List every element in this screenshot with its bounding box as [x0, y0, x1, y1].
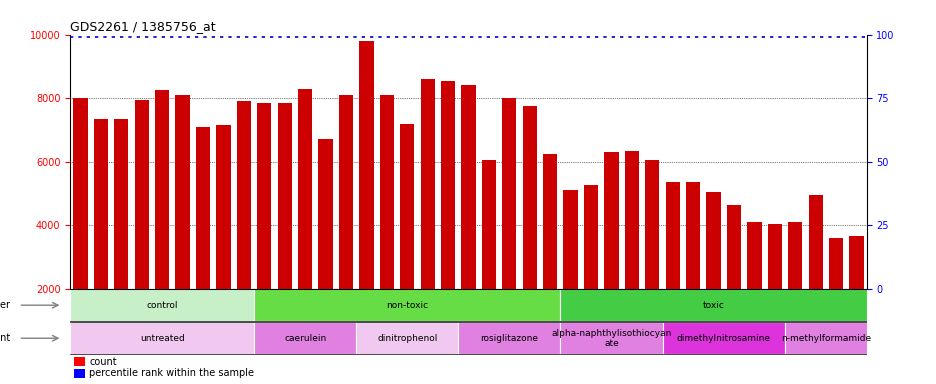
- Bar: [502, 98, 516, 352]
- Bar: [706, 192, 720, 352]
- Bar: [828, 238, 842, 352]
- Bar: [420, 79, 434, 352]
- Bar: [154, 90, 169, 352]
- Bar: [94, 119, 108, 352]
- Text: count: count: [89, 357, 117, 367]
- Bar: [339, 95, 353, 352]
- Bar: [256, 103, 271, 352]
- Text: toxic: toxic: [702, 301, 724, 310]
- Bar: [461, 85, 475, 352]
- Text: dinitrophenol: dinitrophenol: [376, 334, 437, 343]
- Text: control: control: [146, 301, 178, 310]
- Text: dimethylnitrosamine: dimethylnitrosamine: [676, 334, 770, 343]
- Bar: [74, 357, 84, 366]
- Bar: [543, 154, 557, 352]
- Bar: [400, 124, 414, 352]
- Bar: [254, 323, 356, 354]
- Bar: [237, 101, 251, 352]
- Bar: [458, 323, 560, 354]
- Text: non-toxic: non-toxic: [386, 301, 428, 310]
- Bar: [70, 323, 254, 354]
- Bar: [358, 41, 373, 352]
- Bar: [662, 323, 784, 354]
- Bar: [808, 195, 822, 352]
- Bar: [481, 160, 495, 352]
- Text: GDS2261 / 1385756_at: GDS2261 / 1385756_at: [70, 20, 215, 33]
- Bar: [379, 95, 393, 352]
- Bar: [645, 160, 659, 352]
- Bar: [726, 205, 740, 352]
- Text: other: other: [0, 300, 10, 310]
- Text: alpha-naphthylisothiocyan
ate: alpha-naphthylisothiocyan ate: [550, 329, 671, 348]
- Bar: [114, 119, 128, 352]
- Bar: [356, 323, 458, 354]
- Bar: [665, 182, 680, 352]
- Bar: [560, 323, 662, 354]
- Bar: [560, 289, 866, 321]
- Bar: [784, 323, 866, 354]
- Bar: [746, 222, 761, 352]
- Bar: [848, 236, 863, 352]
- Bar: [563, 190, 578, 352]
- Text: n-methylformamide: n-methylformamide: [780, 334, 870, 343]
- Bar: [583, 185, 597, 352]
- Bar: [787, 222, 801, 352]
- Bar: [196, 127, 210, 352]
- Bar: [624, 151, 638, 352]
- Bar: [441, 81, 455, 352]
- Bar: [522, 106, 536, 352]
- Bar: [135, 100, 149, 352]
- Bar: [74, 369, 84, 377]
- Text: percentile rank within the sample: percentile rank within the sample: [89, 368, 254, 378]
- Bar: [277, 103, 291, 352]
- Bar: [298, 89, 312, 352]
- Bar: [175, 95, 189, 352]
- Bar: [604, 152, 618, 352]
- Bar: [216, 125, 230, 352]
- Bar: [318, 139, 332, 352]
- Bar: [685, 182, 699, 352]
- Bar: [254, 289, 560, 321]
- Text: agent: agent: [0, 333, 10, 343]
- Bar: [767, 223, 782, 352]
- Text: caerulein: caerulein: [284, 334, 326, 343]
- Bar: [73, 98, 88, 352]
- Text: untreated: untreated: [139, 334, 184, 343]
- Bar: [70, 289, 254, 321]
- Text: rosiglitazone: rosiglitazone: [480, 334, 538, 343]
